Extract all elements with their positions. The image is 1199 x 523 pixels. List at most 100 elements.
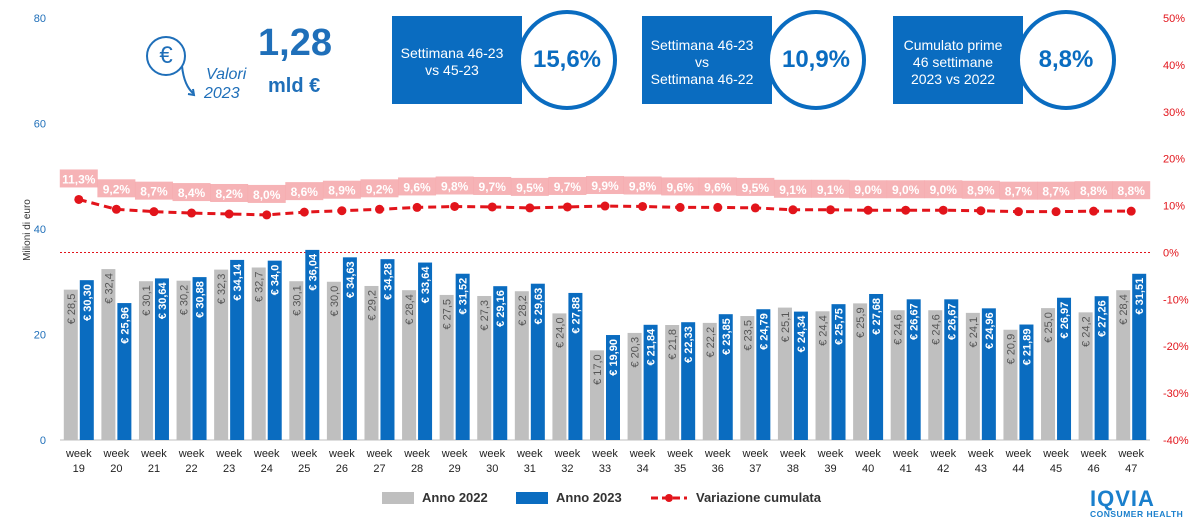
bar-label-2023: € 24,79: [758, 313, 770, 350]
bar-label-2023: € 33,64: [420, 266, 432, 304]
kpi-line: Settimana 46-22: [650, 71, 754, 87]
variation-point: [487, 202, 497, 212]
y2-tick-label: 10%: [1163, 201, 1185, 213]
bar-2022: [702, 322, 717, 440]
variation-label: 9,5%: [742, 181, 770, 195]
variation-label-bg: [1037, 181, 1076, 200]
variation-point: [1051, 207, 1061, 217]
variation-label-bg: [97, 179, 136, 198]
variation-point: [788, 205, 798, 215]
variation-label: 9,9%: [591, 179, 619, 193]
legend-swatch-2022: [382, 491, 414, 504]
bar-label-2023: € 36,04: [307, 253, 319, 291]
variation-label-bg: [134, 181, 173, 200]
kpi-text-yoy: Settimana 46-23 vs Settimana 46-22: [642, 37, 762, 88]
x-tick-label: 31: [524, 463, 536, 475]
legend-label-variation: Variazione cumulata: [696, 490, 821, 505]
logo-main: IQVIA: [1090, 486, 1155, 511]
variation-label: 8,8%: [1080, 184, 1108, 198]
variation-label: 8,8%: [1118, 184, 1146, 198]
bar-label-2022: € 30,0: [329, 286, 341, 317]
variation-label-bg: [736, 177, 775, 196]
variation-point: [149, 207, 159, 217]
bar-2023: [154, 278, 169, 440]
variation-label-bg: [510, 177, 549, 196]
variation-point: [187, 208, 197, 218]
x-tick-label: 30: [486, 463, 498, 475]
bar-label-2022: € 23,5: [742, 320, 754, 351]
variation-label: 9,2%: [366, 182, 394, 196]
bar-label-2023: € 27,88: [570, 297, 582, 334]
x-tick-label: 34: [636, 463, 648, 475]
variation-label-bg: [811, 179, 850, 198]
variation-point: [1126, 206, 1136, 216]
variation-label-bg: [210, 183, 249, 202]
bar-2023: [117, 303, 132, 440]
variation-label-bg: [623, 176, 662, 195]
x-tick-prefix: week: [403, 448, 430, 460]
x-tick-label: 39: [824, 463, 836, 475]
bar-label-2022: € 28,5: [66, 294, 78, 325]
bar-label-2022: € 28,4: [1118, 294, 1130, 325]
bar-label-2022: € 28,4: [404, 294, 416, 325]
x-tick-label: 45: [1050, 463, 1062, 475]
bar-2022: [665, 325, 680, 440]
bar-label-2022: € 24,0: [554, 317, 566, 348]
bar-2023: [681, 322, 696, 440]
variation-label: 9,5%: [516, 181, 544, 195]
bar-2022: [101, 269, 116, 440]
y2-tick-label: 30%: [1163, 107, 1185, 119]
x-tick-prefix: week: [929, 448, 956, 460]
bar-2023: [756, 309, 771, 440]
variation-point: [525, 203, 535, 213]
x-tick-prefix: week: [366, 448, 393, 460]
variation-label: 11,3%: [62, 172, 96, 186]
x-tick-label: 19: [73, 463, 85, 475]
bar-2022: [514, 291, 529, 440]
bar-label-2022: € 20,9: [1005, 334, 1017, 365]
bar-2022: [326, 281, 341, 440]
variation-label-bg: [172, 183, 211, 202]
variation-label: 9,1%: [817, 183, 845, 197]
x-tick-label: 25: [298, 463, 310, 475]
bar-2023: [793, 311, 808, 440]
x-tick-prefix: week: [967, 448, 994, 460]
bar-2023: [718, 314, 733, 440]
variation-point: [750, 203, 760, 213]
bar-2022: [63, 289, 78, 440]
y-tick-label: 20: [34, 330, 46, 342]
kpi-value-yoy: 10,9%: [766, 10, 866, 110]
x-tick-prefix: week: [290, 448, 317, 460]
bar-label-2022: € 20,3: [630, 337, 642, 368]
x-tick-prefix: week: [854, 448, 881, 460]
iqvia-logo: IQVIA CONSUMER HEALTH: [1090, 486, 1183, 519]
bar-2023: [1094, 296, 1109, 440]
bar-label-2022: € 30,1: [141, 285, 153, 316]
bar-2022: [477, 295, 492, 440]
variation-label: 9,6%: [704, 180, 732, 194]
x-tick-label: 29: [449, 463, 461, 475]
x-tick-label: 22: [185, 463, 197, 475]
variation-label: 9,7%: [479, 180, 507, 194]
x-tick-label: 47: [1125, 463, 1137, 475]
variation-label: 8,7%: [1005, 185, 1033, 199]
bar-2022: [627, 332, 642, 440]
bar-2023: [944, 299, 959, 440]
bar-label-2023: € 24,34: [796, 315, 808, 353]
x-tick-prefix: week: [516, 448, 543, 460]
bar-label-2023: € 22,33: [683, 326, 695, 363]
kpi-value: 10,9%: [781, 46, 851, 73]
bar-label-2022: € 27,3: [479, 300, 491, 331]
bar-2022: [890, 310, 905, 440]
bar-label-2023: € 25,75: [834, 308, 846, 345]
variation-point: [412, 202, 422, 212]
bar-label-2022: € 24,6: [930, 314, 942, 345]
bar-label-2022: € 27,5: [442, 299, 454, 330]
kpi-text-weekly: Settimana 46-23 vs 45-23: [392, 45, 512, 79]
variation-point: [374, 204, 384, 214]
x-tick-prefix: week: [1117, 448, 1144, 460]
bar-2022: [1003, 329, 1018, 440]
x-tick-prefix: week: [742, 448, 769, 460]
variation-label-bg: [773, 179, 812, 198]
variation-label-bg: [698, 177, 737, 196]
